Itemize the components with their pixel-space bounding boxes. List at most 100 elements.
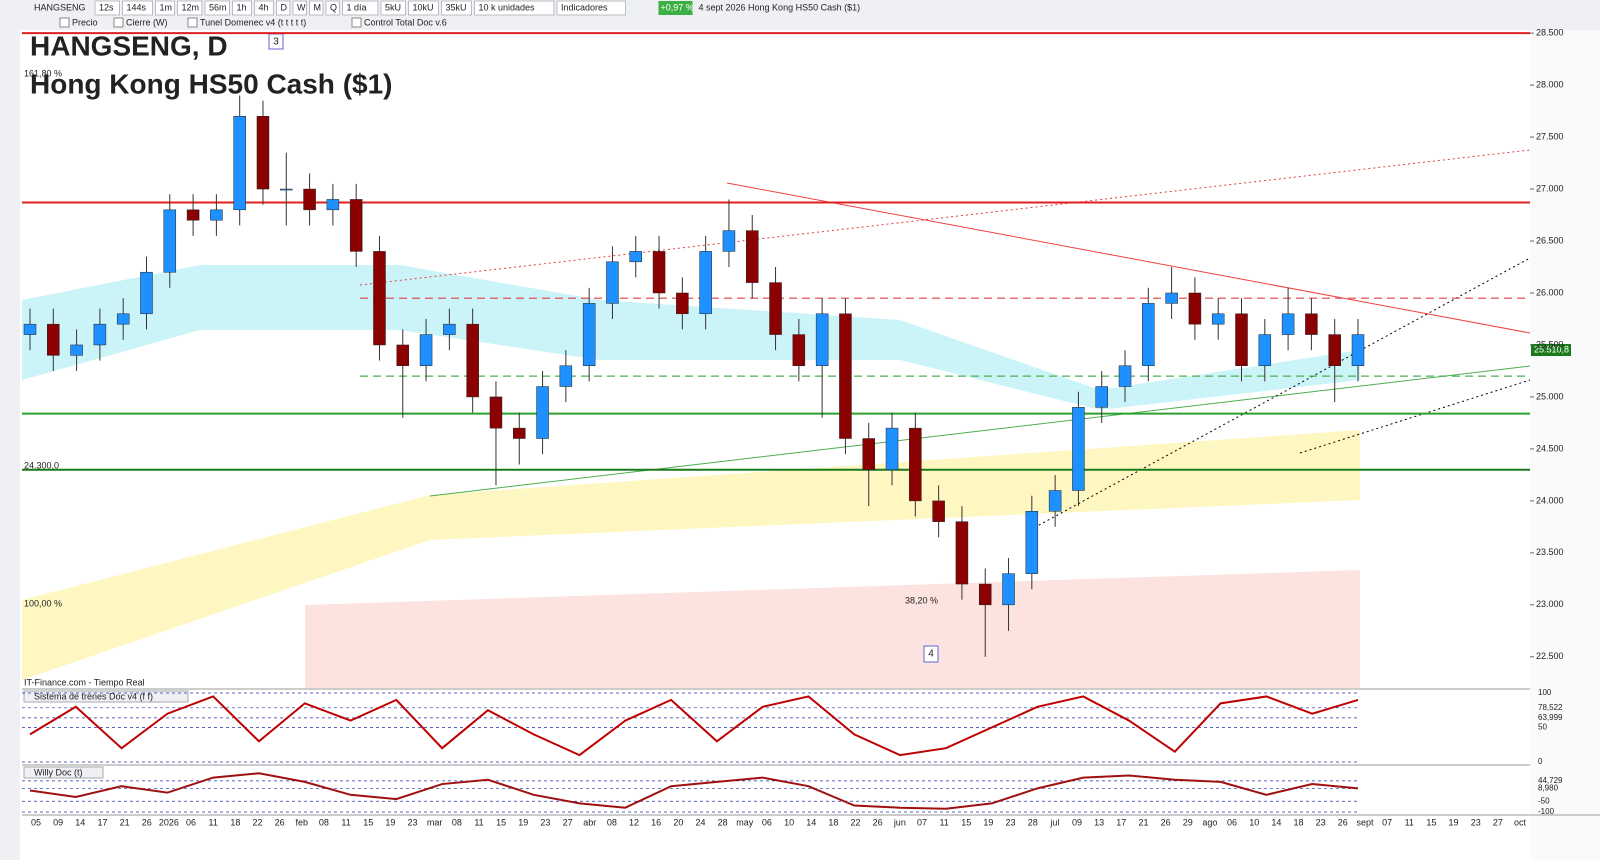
symbol[interactable]: HANGSENG — [34, 2, 86, 12]
button-label[interactable]: 4h — [259, 2, 269, 12]
button[interactable] — [232, 0, 252, 16]
candle-body — [1328, 334, 1341, 367]
x-tick-label: 27 — [1493, 817, 1503, 827]
x-tick-label: 26 — [873, 817, 883, 827]
x-tick-label: 24 — [695, 817, 705, 827]
x-tick-label: 17 — [97, 817, 107, 827]
panel-title: Willy Doc (t) — [34, 767, 83, 777]
level-label: 24.300,0 — [24, 460, 59, 470]
button[interactable] — [309, 0, 324, 16]
button-label[interactable]: 56m — [209, 2, 227, 12]
y-tick-label: 50 — [1538, 723, 1547, 732]
x-tick-label: 16 — [651, 817, 661, 827]
candle-body — [839, 313, 852, 439]
y-tick-label: 26.500 — [1536, 235, 1564, 245]
y-tick-label: 63,999 — [1538, 713, 1563, 722]
button[interactable] — [408, 0, 439, 16]
x-tick-label: 08 — [452, 817, 462, 827]
button-label[interactable]: 5kU — [385, 2, 401, 12]
tool-column — [0, 30, 20, 860]
chart-subtitle: Hong Kong HS50 Cash ($1) — [30, 68, 392, 99]
button[interactable] — [441, 0, 472, 16]
x-tick-label: 10 — [1249, 817, 1259, 827]
x-tick-label: 14 — [806, 817, 816, 827]
x-tick-label: 06 — [186, 817, 196, 827]
button[interactable] — [474, 0, 555, 16]
x-tick-label: 06 — [762, 817, 772, 827]
x-tick-label: 2026 — [159, 817, 179, 827]
button[interactable] — [380, 0, 406, 16]
button[interactable] — [254, 0, 274, 16]
button-label[interactable]: 1m — [160, 2, 173, 12]
layer-label[interactable]: Control Total Doc v.6 — [364, 17, 447, 27]
x-tick-label: 29 — [1183, 817, 1193, 827]
candle-body — [163, 209, 177, 273]
button-label[interactable]: 35kU — [446, 2, 467, 12]
button[interactable] — [94, 0, 120, 16]
candle-body — [1118, 365, 1132, 387]
x-tick-label: 08 — [607, 817, 617, 827]
source: IT-Finance.com - Tiempo Real — [24, 677, 145, 687]
layer-check[interactable] — [187, 17, 198, 28]
candle-body — [769, 282, 782, 335]
button-label[interactable]: 12m — [182, 2, 200, 12]
x-tick-label: 06 — [1227, 817, 1237, 827]
candle-body — [513, 427, 526, 439]
button-label[interactable]: Indicadores — [561, 2, 608, 12]
layer-check[interactable] — [59, 17, 70, 28]
band-yellow — [22, 430, 1360, 680]
x-tick-label: 15 — [961, 817, 971, 827]
button-label[interactable]: 1h — [237, 2, 247, 12]
layer-label[interactable]: Precio — [72, 17, 98, 27]
y-tick-label: -100 — [1538, 807, 1555, 816]
layer-check[interactable] — [113, 17, 124, 28]
button[interactable] — [276, 0, 291, 16]
x-tick-label: 17 — [1116, 817, 1126, 827]
y-tick-label: 27.500 — [1536, 131, 1564, 141]
y-tick-label: 100 — [1538, 688, 1552, 697]
button[interactable] — [342, 0, 379, 16]
candle-body — [1258, 334, 1272, 367]
button[interactable] — [325, 0, 340, 16]
y-tick-label: 24.500 — [1536, 443, 1564, 453]
layer-label[interactable]: Tunel Domenec v4 (t t t t t) — [200, 17, 306, 27]
button[interactable] — [292, 0, 307, 16]
trendline — [1299, 379, 1531, 454]
candle-body — [862, 438, 875, 470]
level-label: 100,00 % — [24, 598, 62, 608]
x-tick-label: 27 — [563, 817, 573, 827]
level-label: 161,80 % — [24, 68, 62, 78]
button-label[interactable]: 144s — [127, 2, 147, 12]
button-label[interactable]: M — [314, 2, 322, 12]
button-label[interactable]: 12s — [99, 2, 114, 12]
button-label[interactable]: D — [281, 2, 288, 12]
button-label[interactable]: 10kU — [413, 2, 434, 12]
candle-body — [256, 116, 270, 190]
layer-check[interactable] — [351, 17, 362, 28]
badge-text: 3 — [273, 37, 279, 48]
x-tick-label: sept — [1356, 817, 1374, 827]
button-label[interactable]: 1 día — [347, 2, 367, 12]
button[interactable] — [122, 0, 153, 16]
x-tick-label: 07 — [917, 817, 927, 827]
x-tick-label: 08 — [319, 817, 329, 827]
oscillator-line — [29, 695, 1359, 757]
trendline — [726, 182, 1531, 334]
button[interactable] — [155, 0, 175, 16]
button[interactable] — [177, 0, 203, 16]
button[interactable] — [556, 0, 626, 16]
candle-body — [536, 386, 549, 439]
button-label[interactable]: 10 k unidades — [479, 2, 536, 12]
candle-body — [1095, 386, 1108, 408]
button-label[interactable]: W — [297, 2, 306, 12]
y-tick-label: 44,729 — [1538, 776, 1563, 785]
candle-body — [419, 334, 433, 367]
x-tick-label: 23 — [1316, 817, 1326, 827]
button-label[interactable]: Q — [330, 2, 337, 12]
candle-body — [955, 521, 969, 585]
candle-body — [652, 251, 666, 294]
button[interactable] — [204, 0, 230, 16]
layer-label[interactable]: Cierre (W) — [126, 17, 168, 27]
candle-body — [70, 344, 83, 356]
panel-header — [23, 766, 104, 779]
